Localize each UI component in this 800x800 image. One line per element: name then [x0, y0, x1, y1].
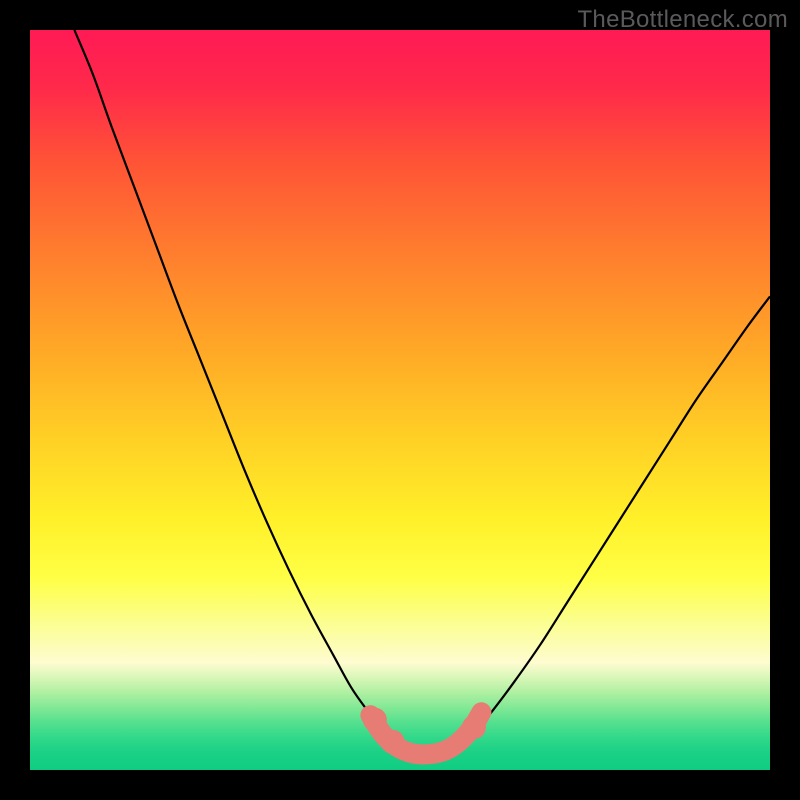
curve-left	[74, 30, 398, 746]
curve-right	[459, 296, 770, 746]
min-dot-left-0	[363, 708, 387, 732]
min-dot-right-0	[462, 715, 486, 739]
curve-layer	[30, 30, 770, 770]
watermark-text: TheBottleneck.com	[577, 6, 788, 34]
plot-area	[30, 30, 770, 770]
min-dot-left-1	[381, 730, 405, 754]
